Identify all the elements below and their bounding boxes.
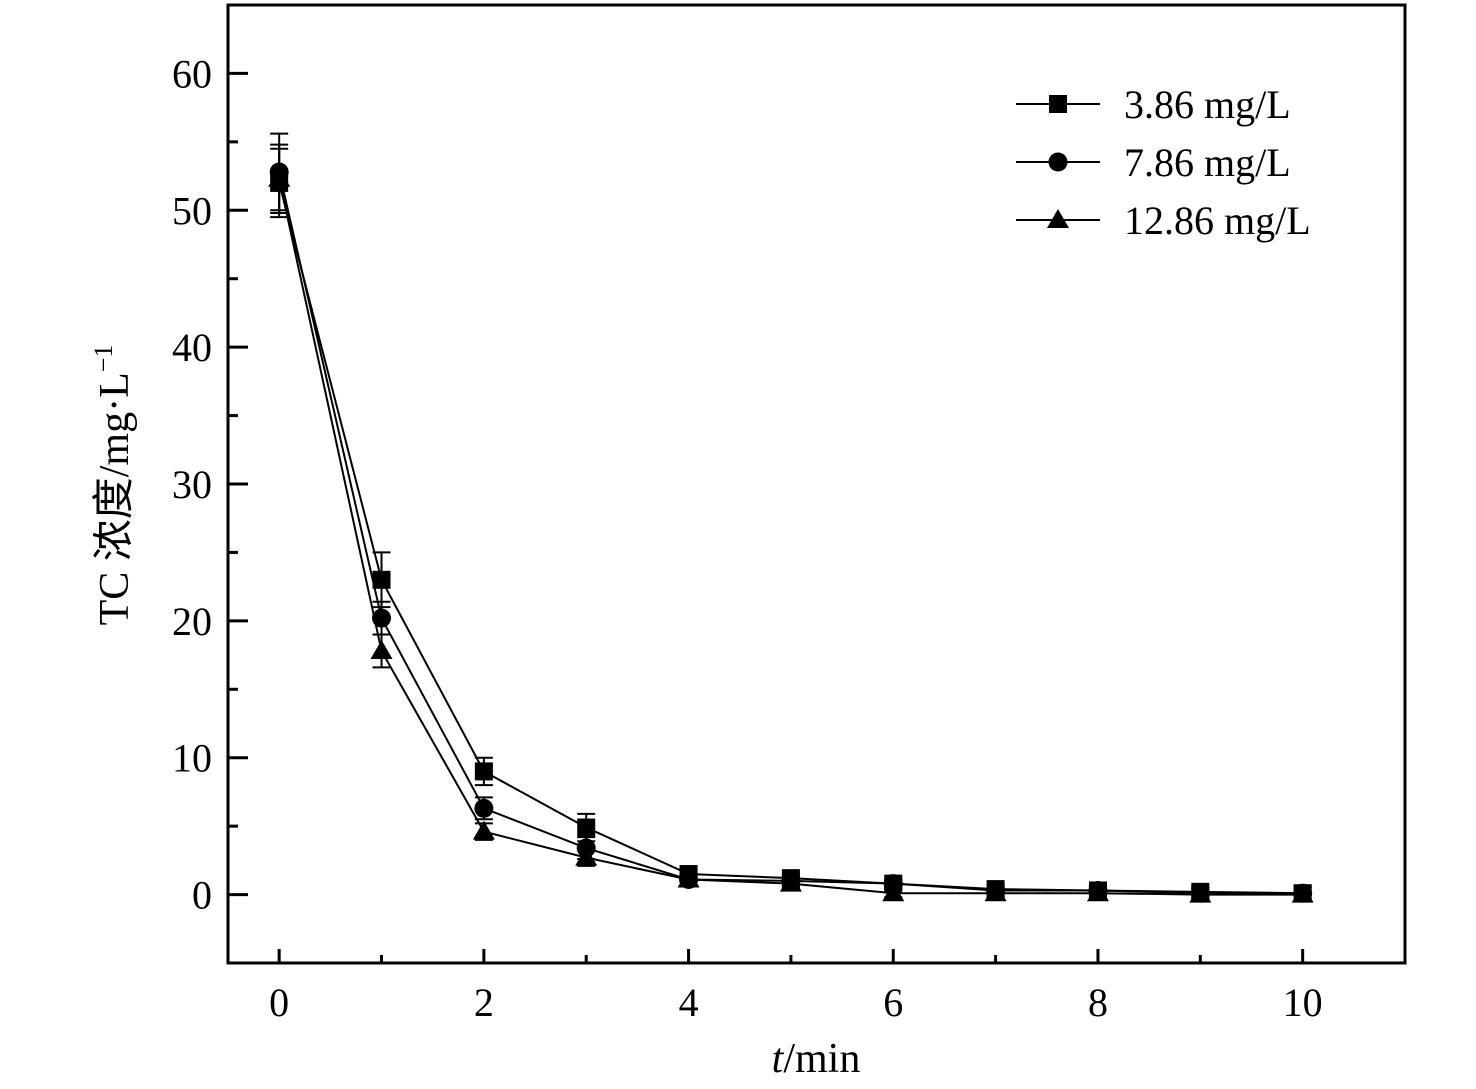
x-tick-label: 8 [1088,980,1108,1025]
x-tick-label: 10 [1283,980,1323,1025]
y-tick-label: 30 [172,462,212,507]
legend-label: 3.86 mg/L [1124,82,1291,127]
data-point [575,846,598,866]
y-axis-label: TC 浓度/mg·L−1 [89,345,138,626]
data-point [1291,883,1314,903]
legend-label: 12.86 mg/L [1124,198,1311,243]
y-axis-label-main: TC 浓度/mg·L [92,372,138,625]
data-point [882,882,905,902]
legend-item: 7.86 mg/L [1016,140,1291,185]
data-point [1086,882,1109,902]
y-axis-label-sup: −1 [89,345,118,373]
x-axis-label-unit: /min [783,1036,860,1082]
y-tick-label: 20 [172,599,212,644]
axis-ticks: 0 2 4 6 8 10 0 10 20 30 40 50 60 [172,3,1323,1025]
data-point [372,570,391,589]
legend-label: 7.86 mg/L [1124,140,1291,185]
y-tick-label: 0 [192,873,212,918]
x-tick-label: 6 [883,980,903,1025]
x-axis-label-italic: t [772,1036,785,1082]
data-point [268,167,291,187]
data-point [677,868,700,888]
x-tick-label: 0 [269,980,289,1025]
series-line [278,178,1303,896]
legend-item: 12.86 mg/L [1016,198,1311,243]
data-point [372,608,392,628]
y-tick-label: 50 [172,188,212,233]
y-tick-label: 40 [172,325,212,370]
legend-marker [1047,209,1069,228]
series-square [270,147,1312,903]
x-tick-label: 2 [474,980,494,1025]
series-triangle [268,143,1314,903]
data-point [984,882,1007,902]
legend-marker [1049,95,1067,113]
legend-marker [1048,152,1068,172]
series-line [278,171,1303,895]
data-point [577,818,596,837]
y-tick-label: 10 [172,736,212,781]
series-circle [269,132,1313,903]
x-axis-label: t/min [772,1036,861,1082]
legend-item: 3.86 mg/L [1016,82,1291,127]
series-line [278,182,1303,895]
legend: 3.86 mg/L 7.86 mg/L 12.86 mg/L [1016,82,1311,243]
data-point [472,820,495,840]
y-tick-label: 60 [172,51,212,96]
data-point [1189,883,1212,903]
data-point [370,639,393,659]
x-tick-label: 4 [679,980,699,1025]
data-point [474,762,493,781]
series-layer [268,132,1314,903]
data-point [779,872,802,892]
data-point [474,798,494,818]
